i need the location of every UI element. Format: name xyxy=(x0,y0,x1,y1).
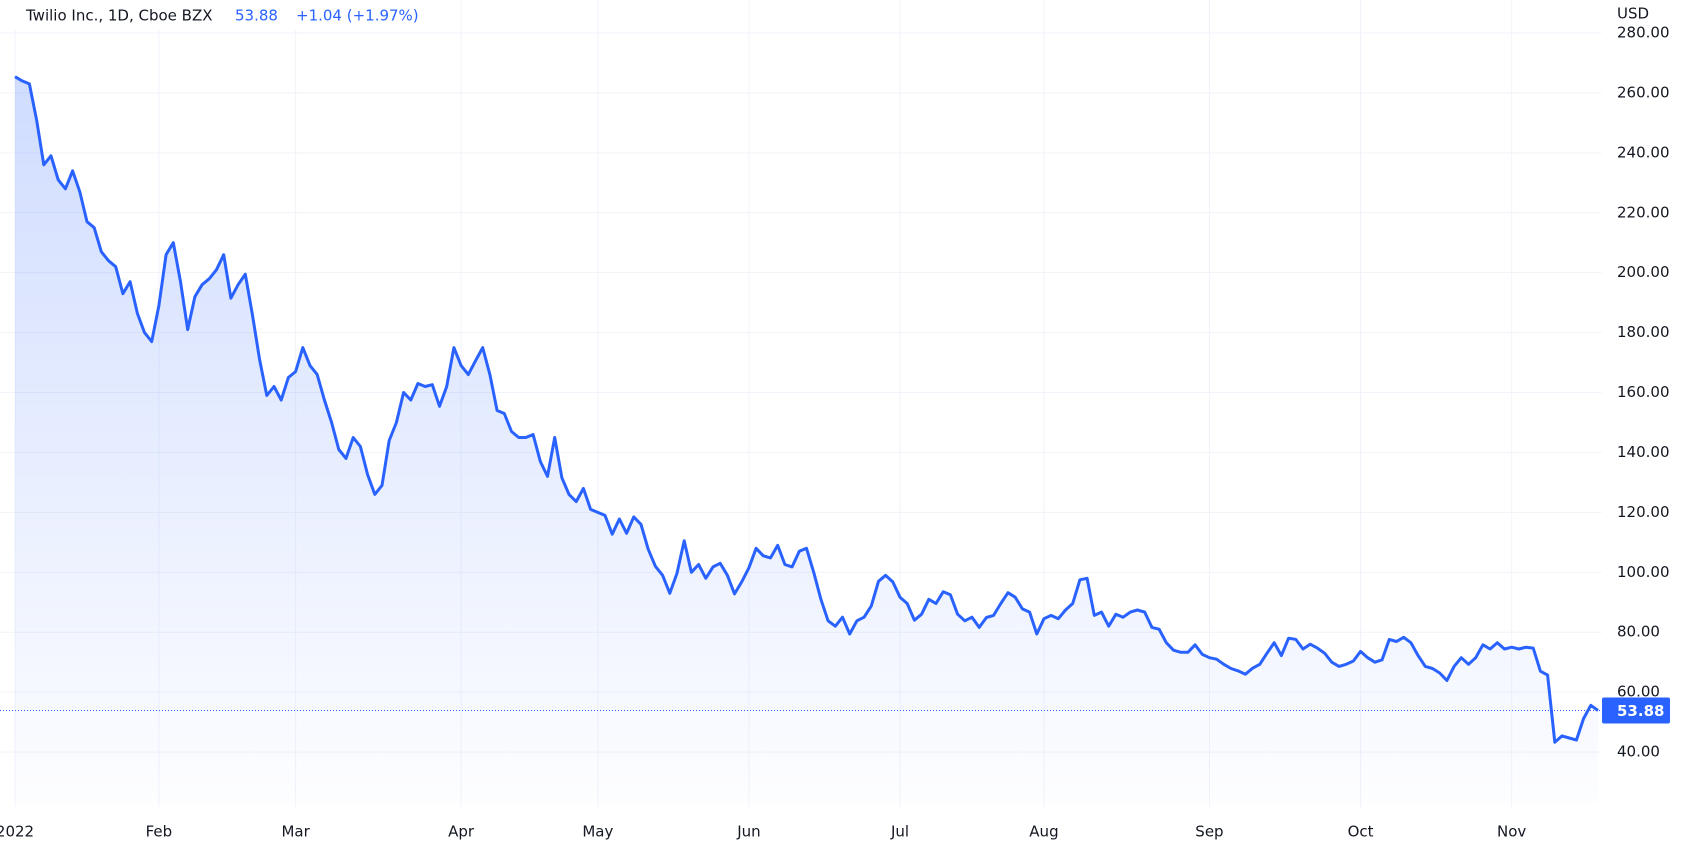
y-tick-label: 60.00 xyxy=(1617,683,1660,701)
y-tick-label: 180.00 xyxy=(1617,323,1670,341)
header-bg xyxy=(0,0,460,30)
y-tick-label: 100.00 xyxy=(1617,563,1670,581)
price-line xyxy=(14,75,1599,744)
y-tick-label: 160.00 xyxy=(1617,383,1670,401)
x-tick-label: Jul xyxy=(890,823,909,841)
y-tick-label: 40.00 xyxy=(1617,743,1660,761)
x-tick-label: 2022 xyxy=(0,823,34,841)
y-tick-label: 200.00 xyxy=(1617,263,1670,281)
x-tick-label: Sep xyxy=(1195,823,1223,841)
last-price-label: 53.88 xyxy=(1617,702,1664,720)
chart-title: Twilio Inc., 1D, Cboe BZX xyxy=(25,7,213,25)
last-price: 53.88 xyxy=(235,7,278,25)
price-change: +1.04 (+1.97%) xyxy=(296,7,419,25)
x-tick-label: Mar xyxy=(281,823,310,841)
y-tick-label: 240.00 xyxy=(1617,143,1670,161)
x-tick-label: Oct xyxy=(1348,823,1374,841)
x-tick-label: Apr xyxy=(448,823,475,841)
x-tick-label: Nov xyxy=(1497,823,1526,841)
y-axis-label: USD xyxy=(1617,5,1649,23)
y-tick-label: 220.00 xyxy=(1617,203,1670,221)
y-tick-label: 80.00 xyxy=(1617,623,1660,641)
plot xyxy=(0,75,1602,803)
x-tick-label: Jun xyxy=(736,823,760,841)
x-tick-label: May xyxy=(582,823,613,841)
y-tick-label: 280.00 xyxy=(1617,23,1670,41)
y-tick-label: 120.00 xyxy=(1617,503,1670,521)
x-tick-label: Aug xyxy=(1029,823,1058,841)
y-tick-label: 140.00 xyxy=(1617,443,1670,461)
y-tick-label: 260.00 xyxy=(1617,83,1670,101)
area xyxy=(15,76,1598,803)
x-tick-label: Feb xyxy=(146,823,173,841)
last-price-box xyxy=(1602,697,1670,724)
